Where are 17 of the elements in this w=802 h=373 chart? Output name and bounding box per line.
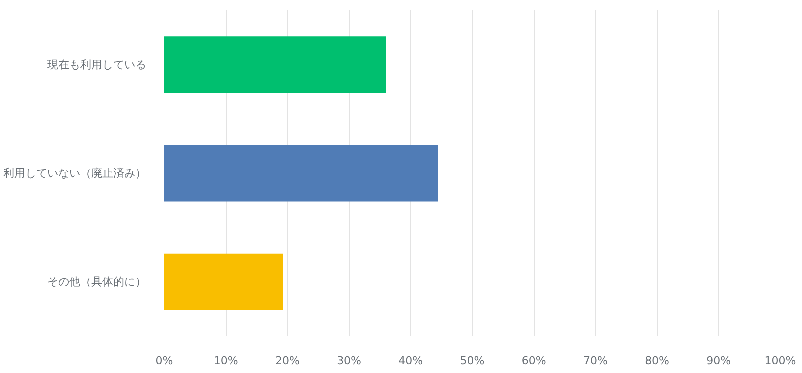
y-tick-label: 現在も利用している [48,58,146,72]
x-tick-label: 100% [764,354,796,368]
x-tick-label: 80% [645,354,670,368]
x-tick-label: 0% [156,354,174,368]
x-tick-label: 60% [522,354,546,368]
x-tick-label: 40% [398,354,424,368]
bar [164,145,438,202]
x-tick-label: 50% [460,354,485,368]
x-tick-label: 20% [275,354,300,368]
y-tick-label: 利用していない（廃止済み） [4,167,146,180]
x-tick-label: 10% [214,354,238,368]
y-tick-label: その他（具体的に） [48,276,146,289]
bar [164,36,386,94]
x-tick-label: 30% [337,354,362,368]
bar [164,254,284,310]
x-tick-label: 90% [706,354,732,368]
x-tick-label: 70% [583,354,608,368]
